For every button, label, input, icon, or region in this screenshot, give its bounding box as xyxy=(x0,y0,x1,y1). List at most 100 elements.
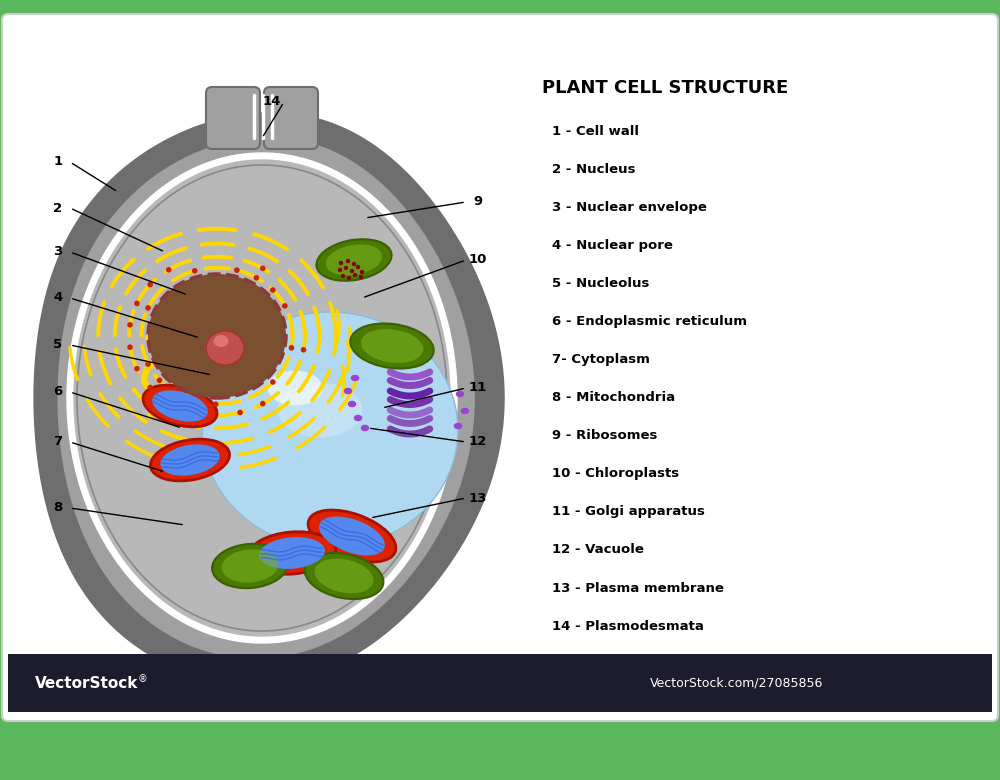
Circle shape xyxy=(341,274,345,278)
Text: 7: 7 xyxy=(53,435,63,448)
Ellipse shape xyxy=(248,532,336,574)
Ellipse shape xyxy=(259,537,325,569)
Text: 8: 8 xyxy=(53,502,63,515)
Text: 12: 12 xyxy=(469,435,487,448)
Bar xyxy=(8,654,992,712)
Text: 9: 9 xyxy=(473,196,483,208)
Circle shape xyxy=(127,322,133,328)
Ellipse shape xyxy=(160,445,220,476)
Circle shape xyxy=(360,270,364,275)
Text: 6: 6 xyxy=(53,385,63,399)
Text: 14: 14 xyxy=(263,95,281,108)
Text: PLANT CELL STRUCTURE: PLANT CELL STRUCTURE xyxy=(542,79,788,97)
Text: 10 - Chloroplasts: 10 - Chloroplasts xyxy=(552,467,679,480)
Ellipse shape xyxy=(308,510,396,562)
Circle shape xyxy=(192,268,198,274)
Text: 11 - Golgi apparatus: 11 - Golgi apparatus xyxy=(552,505,705,519)
FancyBboxPatch shape xyxy=(264,87,318,149)
Ellipse shape xyxy=(268,370,322,406)
Circle shape xyxy=(260,265,266,271)
Polygon shape xyxy=(67,153,457,643)
Circle shape xyxy=(173,390,178,395)
Text: VectorStock.com/27085856: VectorStock.com/27085856 xyxy=(650,676,823,690)
Ellipse shape xyxy=(212,544,288,588)
Text: 1: 1 xyxy=(53,155,63,168)
Circle shape xyxy=(270,287,276,292)
Text: 2: 2 xyxy=(53,201,63,215)
Ellipse shape xyxy=(143,385,217,427)
Circle shape xyxy=(234,268,240,273)
Text: 5 - Nucleolus: 5 - Nucleolus xyxy=(552,278,649,290)
Ellipse shape xyxy=(354,415,362,421)
Ellipse shape xyxy=(148,274,286,398)
Ellipse shape xyxy=(305,553,383,599)
Circle shape xyxy=(353,273,357,277)
Circle shape xyxy=(145,305,151,310)
Circle shape xyxy=(157,378,162,383)
Text: 13 - Plasma membrane: 13 - Plasma membrane xyxy=(552,582,724,594)
Text: 2 - Nucleus: 2 - Nucleus xyxy=(552,164,636,176)
Text: 1 - Cell wall: 1 - Cell wall xyxy=(552,126,639,139)
Text: VectorStock: VectorStock xyxy=(35,675,138,690)
Text: 8 - Mitochondria: 8 - Mitochondria xyxy=(552,392,675,405)
Circle shape xyxy=(134,366,140,371)
Circle shape xyxy=(338,268,342,272)
Circle shape xyxy=(346,259,350,263)
FancyBboxPatch shape xyxy=(206,87,260,149)
Ellipse shape xyxy=(319,516,385,555)
Circle shape xyxy=(237,410,243,415)
Circle shape xyxy=(270,379,276,385)
Circle shape xyxy=(344,266,348,270)
Text: 10: 10 xyxy=(469,254,487,267)
Ellipse shape xyxy=(316,239,392,281)
Ellipse shape xyxy=(350,324,434,369)
Ellipse shape xyxy=(314,558,374,594)
Text: 4 - Nuclear pore: 4 - Nuclear pore xyxy=(552,239,673,253)
Ellipse shape xyxy=(351,374,359,381)
Circle shape xyxy=(147,282,153,287)
Ellipse shape xyxy=(326,244,382,275)
Text: 3: 3 xyxy=(53,246,63,258)
Text: 5: 5 xyxy=(53,339,63,352)
FancyBboxPatch shape xyxy=(2,14,998,721)
Text: ®: ® xyxy=(138,674,148,684)
Ellipse shape xyxy=(222,549,278,583)
Circle shape xyxy=(339,261,343,265)
Polygon shape xyxy=(74,160,450,636)
Polygon shape xyxy=(34,113,504,683)
Text: 3 - Nuclear envelope: 3 - Nuclear envelope xyxy=(552,201,707,215)
Circle shape xyxy=(134,300,140,307)
Text: 12 - Vacuole: 12 - Vacuole xyxy=(552,544,644,556)
Text: 7- Cytoplasm: 7- Cytoplasm xyxy=(552,353,650,367)
Polygon shape xyxy=(58,138,474,658)
Circle shape xyxy=(352,262,356,266)
Circle shape xyxy=(289,345,294,351)
Circle shape xyxy=(147,385,153,390)
Circle shape xyxy=(260,401,266,406)
Circle shape xyxy=(127,344,133,350)
Circle shape xyxy=(356,264,360,269)
Ellipse shape xyxy=(361,329,423,363)
Ellipse shape xyxy=(152,390,208,422)
Text: 4: 4 xyxy=(53,292,63,304)
Ellipse shape xyxy=(206,331,244,365)
Circle shape xyxy=(166,267,172,272)
Text: 14 - Plasmodesmata: 14 - Plasmodesmata xyxy=(552,619,704,633)
Ellipse shape xyxy=(454,423,462,429)
Circle shape xyxy=(254,275,259,281)
Ellipse shape xyxy=(348,401,356,407)
Circle shape xyxy=(347,276,351,280)
Ellipse shape xyxy=(202,312,458,548)
Circle shape xyxy=(145,361,151,367)
Ellipse shape xyxy=(150,439,230,481)
Ellipse shape xyxy=(344,388,352,394)
Circle shape xyxy=(350,269,354,273)
Ellipse shape xyxy=(461,408,469,414)
Circle shape xyxy=(282,303,288,309)
Circle shape xyxy=(301,347,306,353)
Circle shape xyxy=(166,399,172,405)
Ellipse shape xyxy=(278,382,362,438)
Text: 13: 13 xyxy=(469,491,487,505)
Circle shape xyxy=(213,402,219,407)
Text: 11: 11 xyxy=(469,381,487,395)
